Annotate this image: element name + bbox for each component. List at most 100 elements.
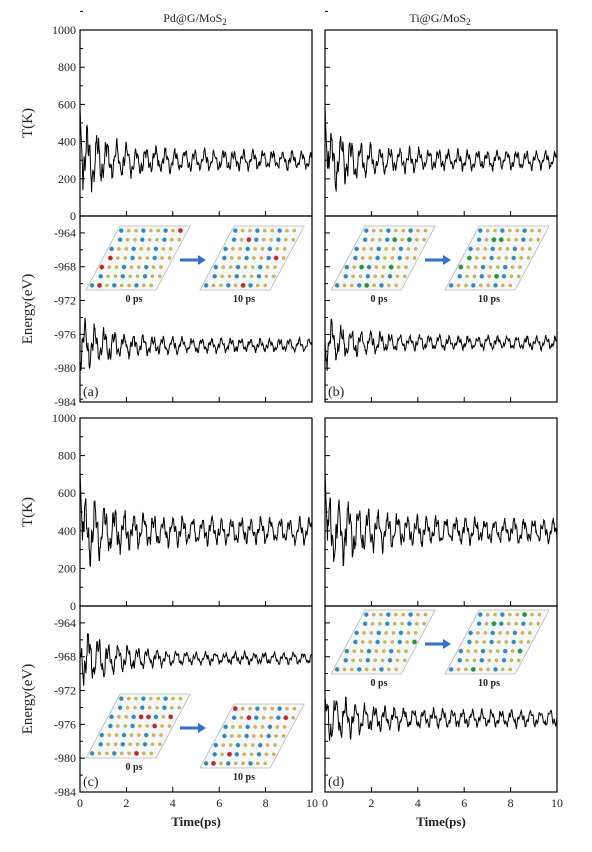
- y-tick-label: -972: [54, 294, 76, 308]
- atom-marker: [527, 247, 532, 251]
- atom-marker: [291, 715, 295, 720]
- atom-marker: [401, 612, 405, 617]
- y-tick-label: -984: [54, 785, 76, 799]
- y-tick-label: -964: [54, 616, 76, 630]
- atom-marker: [248, 228, 252, 233]
- atom-marker: [351, 274, 355, 279]
- atom-marker: [491, 237, 497, 243]
- atom-marker: [105, 283, 109, 288]
- atom-marker: [412, 639, 417, 645]
- atom-marker: [170, 705, 174, 710]
- structure-snapshot: [85, 225, 191, 291]
- atom-marker: [141, 696, 146, 701]
- atom-marker: [222, 255, 227, 261]
- atom-marker: [472, 658, 477, 663]
- atom-marker: [395, 274, 400, 279]
- atom-marker: [496, 265, 500, 269]
- structure-snapshot: [330, 609, 436, 675]
- arrow-head: [443, 255, 451, 265]
- atom-marker: [142, 274, 148, 279]
- snapshot-frame: [85, 693, 191, 759]
- atom-marker: [116, 256, 120, 260]
- y-tick-label: 200: [58, 172, 76, 186]
- atom-marker: [142, 742, 148, 747]
- atom-marker: [238, 247, 243, 251]
- atom-marker: [405, 256, 409, 260]
- atom-marker: [281, 256, 286, 260]
- x-tick-label: 0: [322, 796, 328, 810]
- atom-marker: [505, 631, 510, 635]
- atom-marker: [284, 237, 288, 242]
- atom-marker: [408, 228, 413, 233]
- atom-marker: [490, 630, 495, 636]
- atom-marker: [159, 265, 163, 269]
- atom-marker: [372, 283, 376, 288]
- atom-marker: [342, 283, 347, 288]
- atom-marker: [391, 247, 396, 251]
- atom-marker: [228, 265, 233, 269]
- atom-marker: [385, 621, 390, 626]
- atom-marker: [230, 256, 234, 260]
- atom-marker: [129, 265, 134, 269]
- atom-marker: [143, 264, 149, 270]
- atom-marker: [140, 237, 145, 242]
- atom-marker: [403, 274, 407, 279]
- atom-marker: [98, 742, 103, 747]
- y-axis-title-energy: Energy(eV): [20, 274, 36, 345]
- atom-marker: [283, 715, 289, 721]
- atom-marker: [526, 640, 531, 644]
- snapshot-label-start: 0 ps: [126, 762, 143, 773]
- atom-marker: [138, 256, 142, 260]
- atom-marker: [142, 283, 146, 288]
- atom-marker: [380, 274, 385, 279]
- atom-marker: [521, 621, 526, 626]
- atom-marker: [398, 630, 404, 636]
- atom-marker: [422, 621, 426, 626]
- atom-marker: [120, 742, 126, 747]
- atom-marker: [119, 228, 124, 233]
- y-axis-title-energy: Energy(eV): [20, 664, 36, 735]
- atom-marker: [249, 274, 254, 279]
- atom-marker: [493, 283, 498, 288]
- atom-marker: [134, 750, 139, 756]
- atom-marker: [170, 237, 174, 242]
- atom-marker: [256, 274, 262, 279]
- y-tick-label: -968: [54, 650, 76, 664]
- atom-marker: [263, 761, 267, 766]
- atom-marker: [478, 228, 483, 233]
- atom-marker: [371, 228, 376, 233]
- atom-marker: [488, 649, 493, 653]
- atom-marker: [98, 274, 103, 279]
- atom-marker: [522, 228, 527, 233]
- atom-marker: [487, 274, 491, 279]
- arrow-head: [443, 639, 451, 649]
- atom-marker: [478, 667, 483, 672]
- atom-marker: [482, 640, 486, 644]
- atom-marker: [521, 237, 526, 242]
- atom-marker: [458, 264, 464, 270]
- atom-marker: [383, 640, 387, 644]
- atom-marker: [467, 639, 472, 645]
- atom-marker: [518, 265, 522, 269]
- atom-marker: [488, 265, 493, 269]
- temperature-series-c: [80, 470, 312, 567]
- energy-series-c: [80, 632, 312, 686]
- plot-frame: [79, 215, 313, 403]
- atom-marker: [504, 256, 509, 260]
- atom-marker: [240, 282, 246, 288]
- column-title-pd: Pd@G/MoS2: [163, 11, 227, 27]
- atom-marker: [394, 228, 398, 233]
- atom-marker: [511, 255, 516, 261]
- atom-marker: [125, 237, 130, 242]
- atom-marker: [365, 274, 371, 279]
- atom-marker: [168, 714, 174, 720]
- atom-marker: [510, 265, 515, 269]
- atom-marker: [499, 621, 504, 626]
- atom-marker: [150, 742, 155, 747]
- atom-marker: [133, 705, 137, 710]
- atom-marker: [456, 283, 461, 288]
- atom-marker: [285, 706, 289, 711]
- atom-marker: [407, 621, 412, 626]
- atom-marker: [472, 274, 477, 279]
- structure-snapshot: [330, 225, 436, 291]
